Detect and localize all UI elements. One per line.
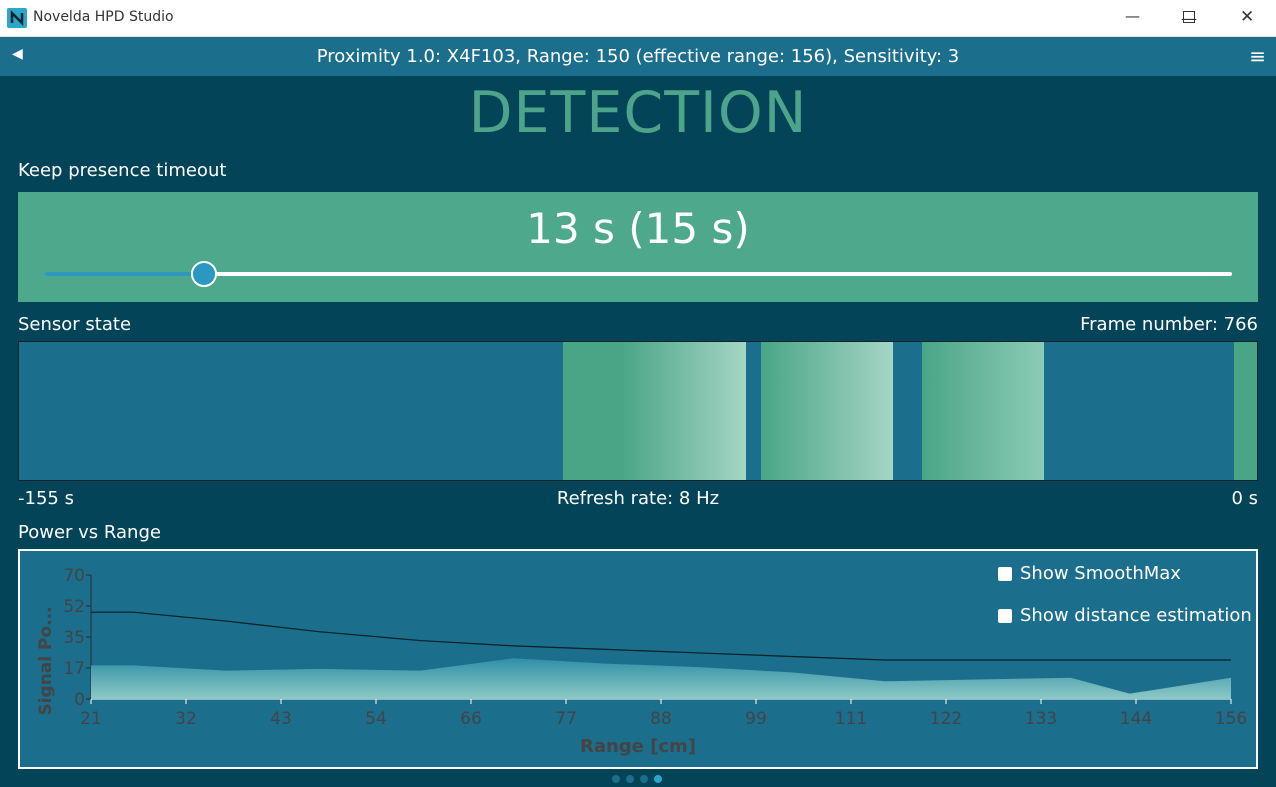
y-tick-label: 35 [63, 628, 85, 648]
presence-segment [922, 342, 1044, 480]
x-tick-label: 43 [270, 709, 292, 729]
refresh-rate: Refresh rate: 8 Hz [556, 488, 720, 509]
timeline-end-label: 0 s [1231, 488, 1258, 509]
back-arrow-icon[interactable]: ◀ [12, 46, 23, 62]
x-tick-label: 111 [835, 709, 867, 729]
x-tick-label: 144 [1120, 709, 1152, 729]
x-tick-label: 88 [650, 709, 672, 729]
presence-segment [761, 342, 893, 480]
maximize-icon[interactable] [1183, 11, 1195, 23]
page-dot[interactable] [626, 775, 634, 783]
frame-number: Frame number: 766 [1080, 314, 1258, 335]
x-tick-labels: 21 32 43 54 66 77 88 99 111 122 133 144 156 [80, 699, 1247, 729]
y-tick-label: 0 [74, 690, 85, 710]
slider-thumb[interactable] [191, 261, 218, 287]
checkbox-box[interactable] [998, 608, 1012, 623]
title-bar: Novelda HPD Studio — [0, 0, 1276, 37]
signal-power-area [91, 658, 1231, 699]
checkbox-box[interactable] [998, 566, 1012, 581]
timeout-label: Keep presence timeout [18, 160, 227, 181]
chart-svg: 21 32 43 54 66 77 88 99 111 122 133 144 156 0 17 35 52 7… [36, 566, 1247, 757]
x-tick-label: 54 [365, 709, 387, 729]
sensor-state-timeline [18, 341, 1258, 481]
minimize-icon[interactable]: — [1125, 7, 1140, 25]
x-axis-label: Range [cm] [580, 736, 696, 757]
x-tick-label: 32 [175, 709, 197, 729]
x-tick-label: 77 [555, 709, 577, 729]
x-tick-label: 156 [1215, 709, 1247, 729]
timeout-slider[interactable] [44, 261, 1232, 287]
show-distance-label: Show distance estimation [1020, 605, 1252, 626]
show-smoothmax-label: Show SmoothMax [1020, 563, 1181, 584]
x-tick-label: 66 [460, 709, 482, 729]
page-dot[interactable] [612, 775, 620, 783]
presence-segment [563, 342, 623, 480]
close-icon[interactable]: ✕ [1240, 7, 1255, 27]
hamburger-menu-icon[interactable]: ≡ [1249, 44, 1266, 68]
device-status-title: Proximity 1.0: X4F103, Range: 150 (effec… [316, 46, 960, 67]
y-tick-label: 70 [63, 566, 85, 586]
page-dot[interactable] [640, 775, 648, 783]
x-tick-label: 99 [745, 709, 767, 729]
show-distance-checkbox[interactable]: Show distance estimation [998, 605, 1252, 626]
x-tick-label: 21 [80, 709, 102, 729]
window-title: Novelda HPD Studio [33, 9, 174, 25]
threshold-line [91, 611, 1231, 661]
presence-segment [1234, 342, 1257, 480]
presence-segment [622, 342, 746, 480]
x-tick-label: 133 [1025, 709, 1057, 729]
show-smoothmax-checkbox[interactable]: Show SmoothMax [998, 563, 1181, 584]
slider-fill [44, 272, 204, 276]
y-tick-label: 17 [63, 659, 85, 679]
page-heading: DETECTION [468, 80, 808, 146]
power-vs-range-label: Power vs Range [18, 522, 161, 543]
y-tick-labels: 0 17 35 52 70 [63, 566, 91, 710]
x-tick-label: 122 [930, 709, 962, 729]
app-logo-icon [7, 8, 27, 28]
timeout-panel: 13 s (15 s) [18, 192, 1258, 302]
page-dot-active[interactable] [654, 775, 662, 783]
timeline-start-label: -155 s [18, 488, 74, 509]
sensor-state-label: Sensor state [18, 314, 132, 335]
page-indicator [612, 775, 662, 783]
top-bar: ◀ Proximity 1.0: X4F103, Range: 150 (eff… [0, 37, 1276, 76]
y-tick-label: 52 [63, 597, 85, 617]
timeout-value: 13 s (15 s) [526, 204, 750, 253]
power-vs-range-chart: 21 32 43 54 66 77 88 99 111 122 133 144 156 0 17 35 52 7… [18, 549, 1258, 769]
y-axis-label: Signal Po... [36, 606, 56, 715]
